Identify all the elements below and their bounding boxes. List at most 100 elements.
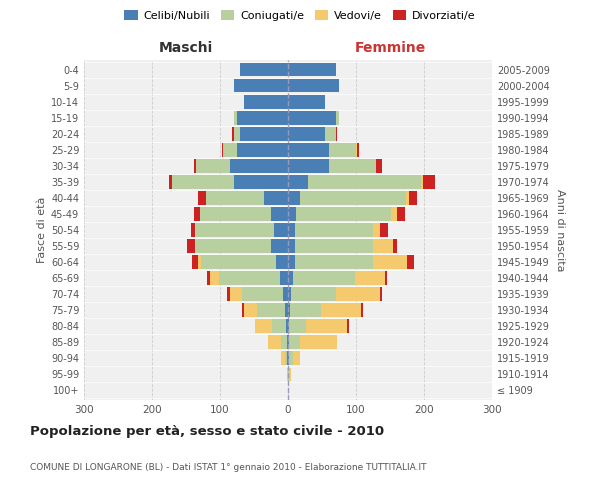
Bar [288,320,289,333]
Bar [196,239,271,253]
Bar [355,272,385,285]
Bar [191,223,195,237]
Bar [287,368,288,381]
Text: Maschi: Maschi [159,41,213,55]
Bar [271,207,288,221]
Bar [241,63,288,76]
Bar [194,159,196,172]
Bar [391,207,397,221]
Bar [196,159,230,172]
Bar [172,175,233,188]
Bar [241,127,288,140]
Text: COMUNE DI LONGARONE (BL) - Dati ISTAT 1° gennaio 2010 - Elaborazione TUTTITALIA.: COMUNE DI LONGARONE (BL) - Dati ISTAT 1°… [30,463,427,472]
Bar [197,256,201,269]
Bar [271,239,288,253]
Text: Femmine: Femmine [355,41,425,55]
Bar [361,304,363,317]
Bar [288,288,292,301]
Bar [308,175,421,188]
Bar [288,207,296,221]
Bar [233,175,288,188]
Bar [288,352,289,365]
Bar [289,368,291,381]
Bar [233,79,288,92]
Bar [288,111,335,124]
Bar [397,207,405,221]
Bar [218,272,280,285]
Bar [206,191,264,204]
Bar [320,304,361,317]
Bar [284,352,287,365]
Bar [295,223,373,237]
Bar [200,207,271,221]
Bar [201,256,276,269]
Bar [222,143,223,156]
Bar [288,127,325,140]
Bar [329,159,376,172]
Bar [287,336,288,349]
Bar [244,95,288,108]
Bar [196,223,274,237]
Bar [335,288,380,301]
Bar [257,304,284,317]
Bar [195,239,196,253]
Bar [299,336,337,349]
Bar [288,368,289,381]
Y-axis label: Anni di nascita: Anni di nascita [555,188,565,271]
Bar [194,207,200,221]
Bar [289,352,293,365]
Bar [325,127,335,140]
Bar [373,239,394,253]
Legend: Celibi/Nubili, Coniugati/e, Vedovi/e, Divorziati/e: Celibi/Nubili, Coniugati/e, Vedovi/e, Di… [120,6,480,25]
Bar [242,304,244,317]
Bar [300,191,406,204]
Bar [233,111,237,124]
Bar [286,320,288,333]
Bar [292,288,335,301]
Bar [288,79,339,92]
Bar [307,320,347,333]
Bar [242,288,283,301]
Bar [329,143,356,156]
Bar [385,272,387,285]
Bar [244,304,257,317]
Bar [394,239,397,253]
Y-axis label: Fasce di età: Fasce di età [37,197,47,263]
Bar [287,352,288,365]
Bar [237,111,288,124]
Bar [268,336,281,349]
Bar [288,272,293,285]
Bar [288,175,308,188]
Bar [407,256,414,269]
Bar [274,223,288,237]
Bar [169,175,172,188]
Bar [223,143,237,156]
Bar [288,95,325,108]
Bar [276,256,288,269]
Bar [289,320,307,333]
Bar [233,127,241,140]
Bar [380,288,382,301]
Bar [256,320,272,333]
Bar [211,272,218,285]
Bar [376,159,382,172]
Bar [293,272,355,285]
Bar [288,191,300,204]
Bar [373,223,380,237]
Bar [187,239,195,253]
Bar [198,191,206,204]
Bar [356,143,358,156]
Bar [289,336,299,349]
Bar [288,223,295,237]
Bar [295,256,373,269]
Bar [207,272,211,285]
Bar [227,288,230,301]
Bar [195,223,196,237]
Bar [192,256,197,269]
Bar [296,207,391,221]
Bar [335,127,337,140]
Text: Popolazione per età, sesso e stato civile - 2010: Popolazione per età, sesso e stato civil… [30,425,384,438]
Bar [283,288,288,301]
Bar [288,239,295,253]
Bar [288,304,290,317]
